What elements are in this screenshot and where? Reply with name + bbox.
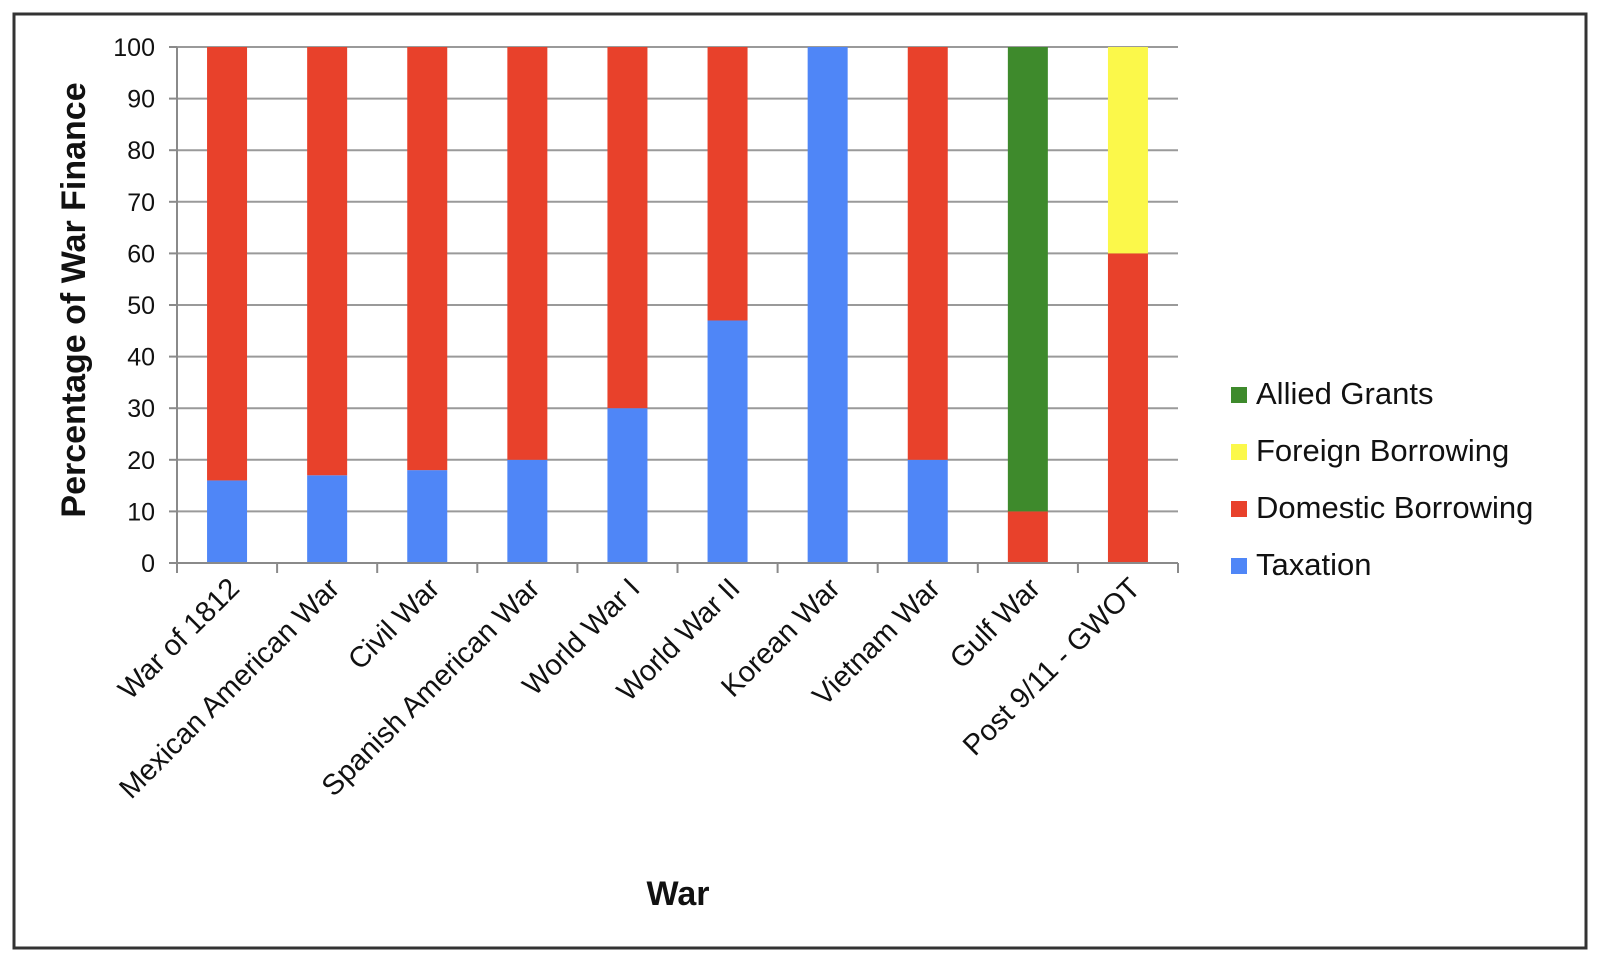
bar-segment [607, 47, 648, 409]
bar-segment [407, 470, 448, 563]
legend-label: Allied Grants [1256, 376, 1433, 411]
legend-swatch [1231, 501, 1247, 517]
y-axis-title: Percentage of War Finance [55, 82, 93, 517]
y-tick-label: 60 [127, 240, 155, 268]
y-tick-label: 0 [141, 550, 155, 578]
axes [169, 46, 1179, 573]
bar-segment [507, 459, 548, 563]
chart-border [12, 12, 1588, 950]
bar-segment [207, 47, 248, 481]
y-tick-label: 70 [127, 189, 155, 217]
bar-segment [1107, 47, 1148, 254]
y-tick-label: 100 [113, 34, 155, 62]
bar-segment [807, 47, 848, 563]
bar-segment [607, 408, 648, 563]
y-tick-label: 40 [127, 344, 155, 372]
x-axis-title: War [647, 875, 710, 913]
y-tick-labels: 0 10 20 30 40 50 60 70 80 90 100 [113, 34, 155, 578]
bar-segment [907, 47, 948, 460]
bar-segment [507, 47, 548, 460]
y-tick-label: 50 [127, 292, 155, 320]
y-tick-label: 10 [127, 498, 155, 526]
y-tick-label: 80 [127, 137, 155, 165]
bar-segment [307, 47, 348, 476]
bars [207, 47, 1148, 563]
legend-label: Taxation [1256, 547, 1371, 582]
legend-swatch [1231, 387, 1247, 403]
y-tick-label: 20 [127, 447, 155, 475]
bar-segment [1007, 511, 1048, 563]
bar-segment [707, 47, 748, 321]
bar-segment [1007, 47, 1048, 512]
y-tick-label: 30 [127, 395, 155, 423]
legend-swatch [1231, 558, 1247, 574]
legend-label: Domestic Borrowing [1256, 490, 1533, 525]
legend-swatch [1231, 444, 1247, 460]
bar-segment [407, 47, 448, 471]
bar-segment [207, 480, 248, 563]
legend-label: Foreign Borrowing [1256, 433, 1509, 468]
legend: Allied Grants Foreign Borrowing Domestic B… [1231, 376, 1533, 582]
bar-segment [707, 320, 748, 563]
y-tick-label: 90 [127, 86, 155, 114]
bar-segment [907, 459, 948, 563]
bar-segment [307, 475, 348, 563]
bar-segment [1107, 253, 1148, 563]
